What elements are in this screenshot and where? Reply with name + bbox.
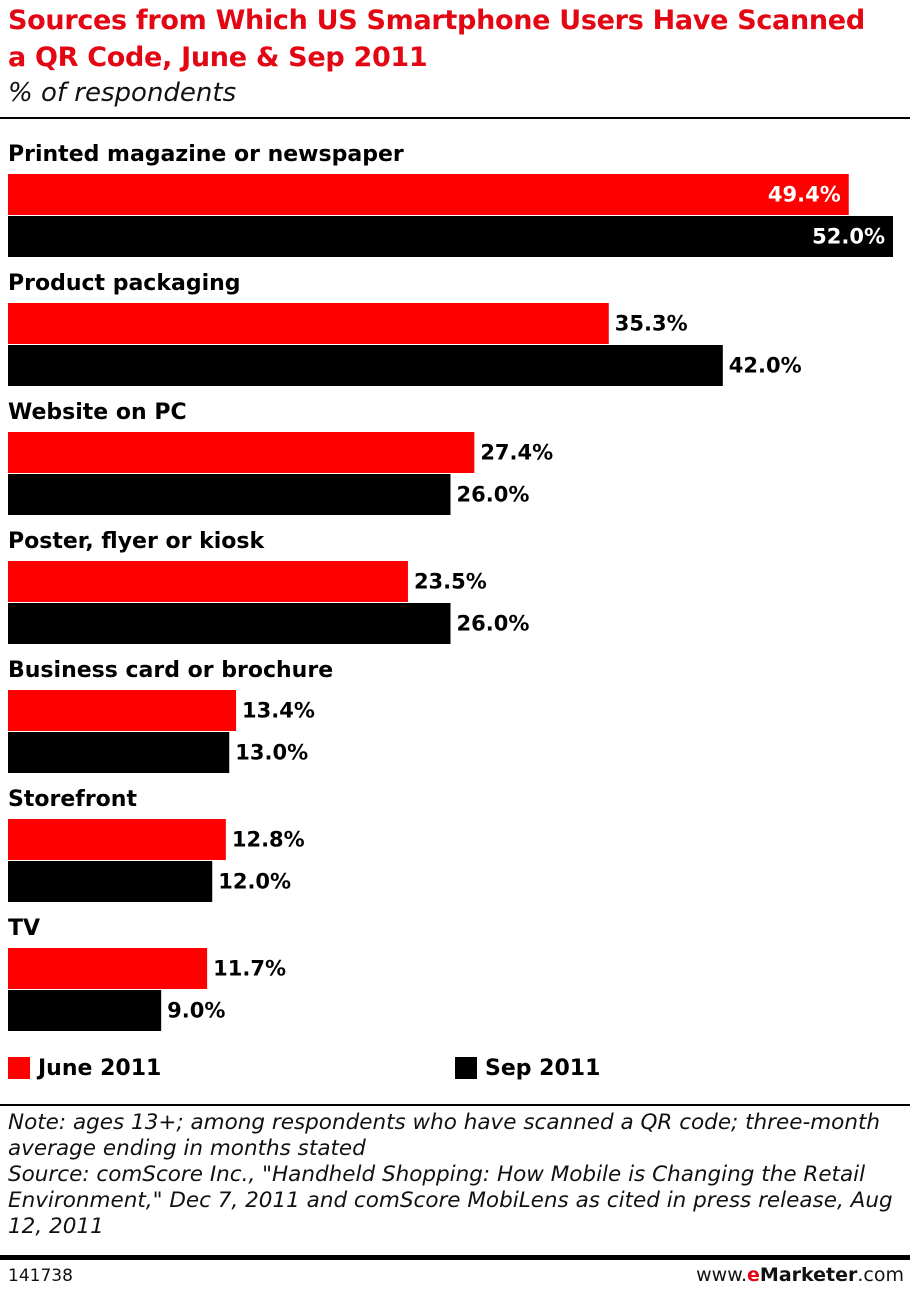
bar bbox=[8, 345, 723, 386]
value-label: 13.4% bbox=[242, 699, 315, 723]
header-rule bbox=[0, 117, 910, 119]
chart-title: Sources from Which US Smartphone Users H… bbox=[8, 5, 865, 73]
category-label: Website on PC bbox=[8, 400, 187, 425]
bar bbox=[8, 819, 226, 860]
site-suffix: .com bbox=[857, 1264, 904, 1286]
bar bbox=[8, 432, 475, 473]
value-label: 11.7% bbox=[213, 957, 286, 981]
legend-swatch bbox=[455, 1057, 477, 1079]
bar bbox=[8, 303, 609, 344]
value-label: 26.0% bbox=[457, 483, 530, 507]
bar bbox=[8, 690, 237, 731]
bar bbox=[8, 603, 451, 644]
site-prefix: www. bbox=[696, 1264, 748, 1286]
value-label: 49.4% bbox=[768, 183, 841, 207]
value-label: 27.4% bbox=[480, 441, 553, 465]
category-label: Poster, flyer or kiosk bbox=[8, 529, 265, 554]
bar bbox=[8, 216, 893, 257]
legend-label: June 2011 bbox=[36, 1056, 161, 1081]
value-label: 12.0% bbox=[218, 870, 291, 894]
notes-block: Note: ages 13+; among respondents who ha… bbox=[8, 1110, 903, 1240]
category-label: Printed magazine or newspaper bbox=[8, 142, 404, 167]
legend-swatch bbox=[8, 1057, 30, 1079]
footer-rule bbox=[0, 1255, 910, 1260]
site: www.eMarketer.com bbox=[696, 1264, 904, 1286]
value-label: 9.0% bbox=[167, 999, 225, 1023]
value-label: 42.0% bbox=[729, 354, 802, 378]
category-label: Business card or brochure bbox=[8, 658, 333, 683]
source: Source: comScore Inc., "Handheld Shoppin… bbox=[8, 1162, 893, 1239]
bar bbox=[8, 561, 408, 602]
value-label: 12.8% bbox=[232, 828, 305, 852]
value-label: 26.0% bbox=[457, 612, 530, 636]
chart: Printed magazine or newspaper 49.4% 52.0% P… bbox=[8, 142, 893, 1081]
category-label: TV bbox=[8, 916, 40, 941]
chart-id: 141738 bbox=[8, 1266, 73, 1286]
bar bbox=[8, 174, 849, 215]
site-brand-e: e bbox=[747, 1264, 760, 1286]
chart-subtitle: % of respondents bbox=[8, 78, 237, 108]
bar bbox=[8, 861, 213, 902]
legend-label: Sep 2011 bbox=[485, 1056, 600, 1081]
bar bbox=[8, 732, 230, 773]
notes-rule bbox=[0, 1104, 910, 1106]
value-label: 35.3% bbox=[615, 312, 688, 336]
category-label: Storefront bbox=[8, 787, 137, 812]
value-label: 52.0% bbox=[812, 225, 885, 249]
bar bbox=[8, 948, 208, 989]
value-label: 13.0% bbox=[235, 741, 308, 765]
category-label: Product packaging bbox=[8, 271, 241, 296]
bar bbox=[8, 474, 451, 515]
site-brand: Marketer bbox=[759, 1264, 858, 1286]
value-label: 23.5% bbox=[414, 570, 487, 594]
bar bbox=[8, 990, 162, 1031]
note: Note: ages 13+; among respondents who ha… bbox=[8, 1110, 881, 1161]
